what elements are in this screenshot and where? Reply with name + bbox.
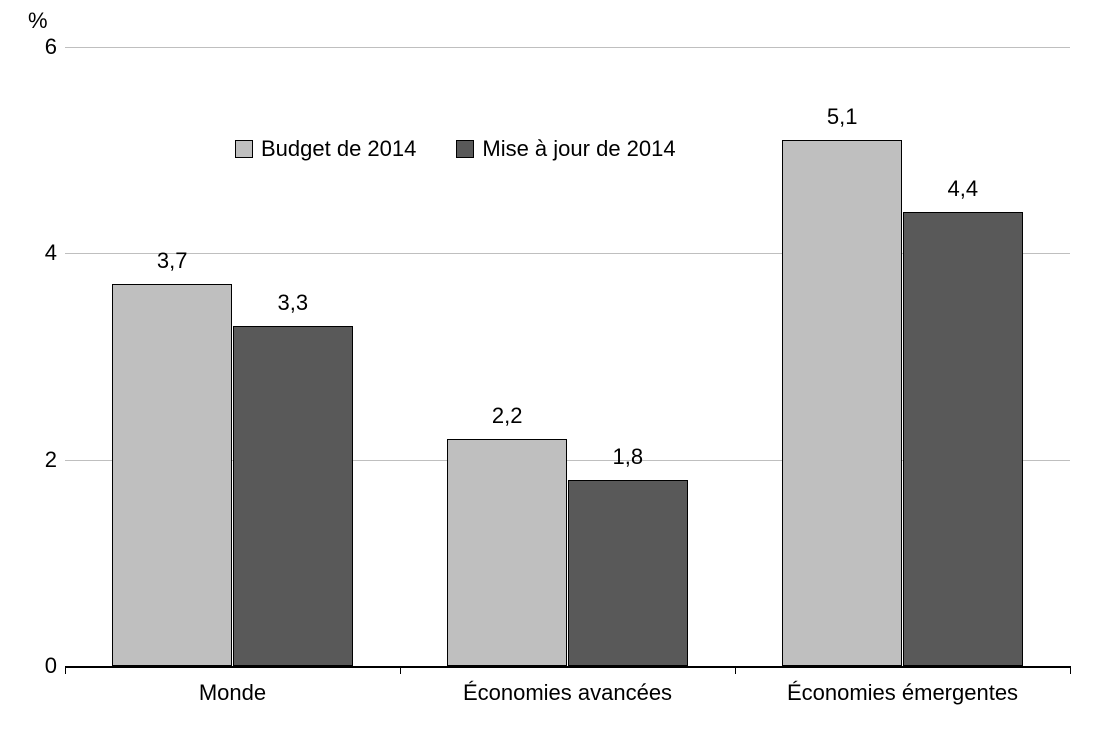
- y-tick-label: 2: [17, 447, 57, 473]
- legend-swatch: [456, 140, 474, 158]
- x-category-label: Économies émergentes: [787, 680, 1018, 706]
- bar: [903, 212, 1024, 666]
- legend-swatch: [235, 140, 253, 158]
- legend-item: Mise à jour de 2014: [456, 136, 675, 162]
- x-category-label: Monde: [199, 680, 266, 706]
- bar: [233, 326, 354, 666]
- bar-value-label: 4,4: [948, 176, 979, 202]
- bar: [782, 140, 903, 666]
- bar-value-label: 1,8: [613, 444, 644, 470]
- y-tick-label: 4: [17, 240, 57, 266]
- x-category-label: Économies avancées: [463, 680, 672, 706]
- x-tick: [400, 666, 401, 674]
- growth-bar-chart: % 3,7 3,3 2,2 1,8 5,1 4,4 Budget de 2014 Mise …: [0, 0, 1100, 733]
- x-tick: [1070, 666, 1071, 674]
- bar-value-label: 5,1: [827, 104, 858, 130]
- x-tick: [735, 666, 736, 674]
- bar-value-label: 3,7: [157, 248, 188, 274]
- y-axis-unit: %: [28, 8, 48, 34]
- x-tick: [65, 666, 66, 674]
- legend: Budget de 2014 Mise à jour de 2014: [235, 136, 676, 162]
- bar: [568, 480, 689, 666]
- y-tick-label: 0: [17, 653, 57, 679]
- y-tick-label: 6: [17, 34, 57, 60]
- gridline: [65, 47, 1070, 48]
- legend-item: Budget de 2014: [235, 136, 416, 162]
- bar: [447, 439, 568, 666]
- bar-value-label: 2,2: [492, 403, 523, 429]
- x-axis: [65, 666, 1070, 668]
- bar-value-label: 3,3: [278, 290, 309, 316]
- bar: [112, 284, 233, 666]
- legend-label: Mise à jour de 2014: [482, 136, 675, 162]
- legend-label: Budget de 2014: [261, 136, 416, 162]
